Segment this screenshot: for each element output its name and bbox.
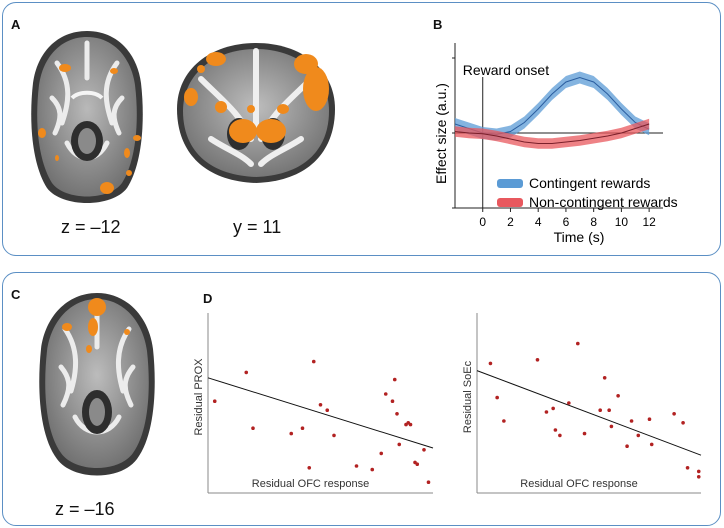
- series-band-non-contingent: [455, 118, 650, 149]
- data-point: [629, 419, 634, 423]
- data-point: [625, 444, 629, 448]
- panel-letter-b: B: [433, 17, 443, 32]
- data-point: [413, 460, 417, 465]
- data-point: [672, 412, 676, 416]
- scatter-plot-soec: Residual OFC response Residual SoEc: [462, 313, 702, 494]
- data-point: [649, 442, 654, 447]
- panel-letter-a: A: [11, 17, 21, 32]
- data-point: [397, 442, 402, 447]
- brain-coronal-image-a: [177, 43, 335, 183]
- x-axis-label: Residual OFC response: [252, 478, 369, 490]
- data-point: [325, 408, 330, 412]
- data-point: [567, 401, 571, 405]
- data-point: [558, 433, 562, 438]
- legend-label-non-contingent: Non-contingent rewards: [529, 194, 678, 210]
- data-point: [244, 370, 249, 375]
- caption-z-minus-16: z = –16: [55, 499, 115, 519]
- data-point: [212, 399, 217, 403]
- data-point: [696, 475, 701, 479]
- data-point: [553, 428, 558, 432]
- data-point: [370, 467, 375, 472]
- caption-z-minus-12: z = –12: [61, 217, 121, 237]
- legend-swatch-non-contingent: [497, 198, 523, 207]
- y-ticks: [452, 57, 455, 209]
- data-point: [426, 480, 431, 484]
- data-point: [647, 417, 652, 421]
- data-point: [598, 408, 602, 412]
- y-axis-label: Residual SoEc: [462, 360, 474, 433]
- reward-onset-annotation: Reward onset: [463, 62, 549, 78]
- data-point: [422, 448, 426, 452]
- data-point: [616, 394, 620, 398]
- x-tick-label: 6: [563, 215, 570, 229]
- data-point: [289, 431, 294, 436]
- y-axis-label: Effect size (a.u.): [433, 83, 449, 184]
- data-point: [685, 466, 690, 470]
- data-point: [300, 426, 305, 430]
- x-tick-label: 8: [590, 215, 597, 229]
- x-tick-label: 10: [615, 215, 629, 229]
- data-point: [495, 395, 499, 400]
- data-point: [502, 419, 506, 423]
- data-point: [311, 359, 316, 364]
- legend: Contingent rewards Non-contingent reward…: [497, 175, 678, 210]
- data-point: [379, 451, 384, 456]
- x-tick-label: 0: [479, 215, 486, 229]
- x-tick-label: 12: [642, 215, 656, 229]
- trend-line: [476, 370, 702, 456]
- x-ticks: 0 2 4 6 8 10 12: [479, 208, 656, 229]
- series-group: [454, 71, 650, 149]
- brain-axial-image-c: [39, 293, 155, 476]
- panel-letter-d: D: [203, 291, 213, 306]
- brain-axial-image-a: [31, 31, 143, 203]
- series-band-contingent: [455, 71, 650, 141]
- data-point: [383, 392, 388, 396]
- data-points: [488, 341, 701, 479]
- x-axis-label: Residual OFC response: [520, 478, 637, 490]
- scatter-plot-prox: Residual OFC response Residual PROX: [193, 313, 434, 494]
- caption-y-11: y = 11: [233, 217, 282, 237]
- data-point: [544, 410, 549, 414]
- data-point: [318, 403, 323, 407]
- y-axis-label: Residual PROX: [193, 358, 205, 436]
- data-point: [408, 422, 413, 427]
- legend-label-contingent: Contingent rewards: [529, 175, 650, 191]
- data-point: [354, 464, 359, 468]
- data-point: [636, 433, 641, 438]
- series-line-non-contingent: [454, 123, 650, 144]
- effect-size-line-chart: 0 2 4 6 8 10 12 Reward onset Effect size (a.u.…: [433, 43, 678, 245]
- data-point: [551, 406, 555, 411]
- data-point: [681, 421, 685, 425]
- data-point: [609, 424, 614, 429]
- data-point: [576, 341, 580, 346]
- legend-swatch-contingent: [497, 179, 523, 188]
- data-point: [392, 377, 397, 382]
- data-points: [212, 359, 431, 484]
- data-point: [390, 399, 395, 403]
- data-point: [251, 426, 255, 430]
- data-point: [535, 358, 540, 362]
- data-point: [332, 433, 336, 438]
- trend-line: [207, 377, 434, 449]
- data-point: [602, 376, 607, 380]
- panel-letter-c: C: [11, 287, 21, 302]
- x-tick-label: 2: [507, 215, 514, 229]
- bottom-panel: C z = –16 D Residual OFC response Residu…: [2, 272, 721, 526]
- x-tick-label: 4: [535, 215, 542, 229]
- data-point: [582, 431, 587, 436]
- x-axis-label: Time (s): [554, 229, 605, 245]
- data-point: [488, 361, 493, 366]
- data-point: [307, 466, 312, 470]
- data-point: [607, 408, 611, 412]
- scatter-plots: Residual OFC response Residual PROX Resi…: [193, 313, 702, 494]
- top-panel: A z = –12: [2, 2, 721, 256]
- data-point: [395, 412, 399, 416]
- data-point: [696, 469, 701, 474]
